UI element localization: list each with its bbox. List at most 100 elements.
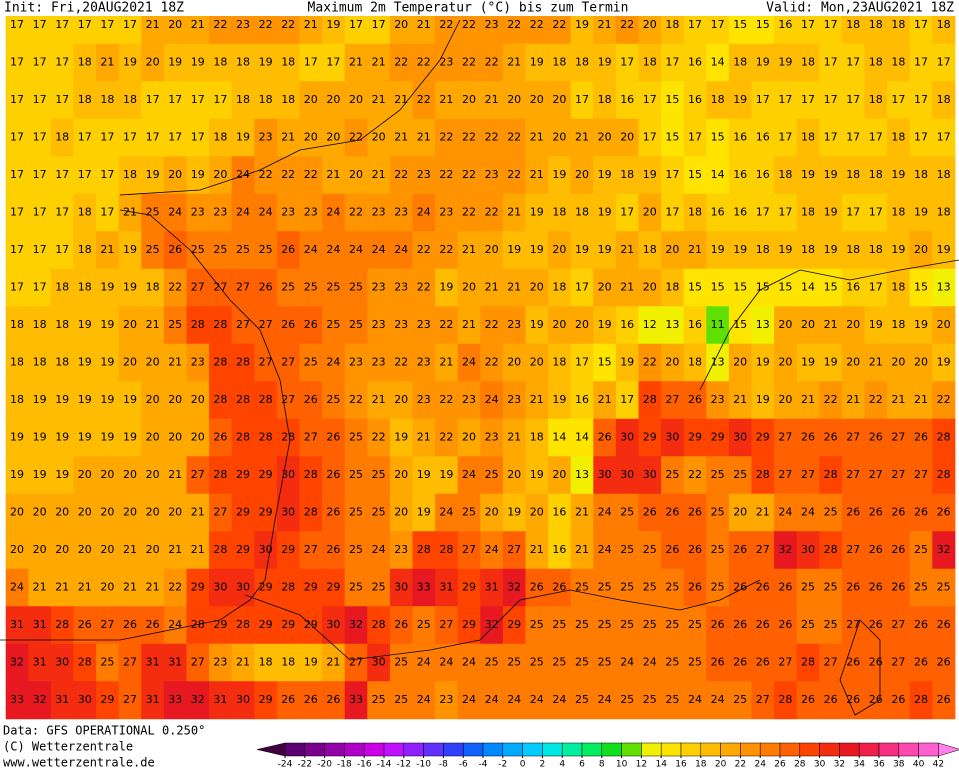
temp-cell (480, 531, 504, 570)
temp-value: 28 (417, 543, 431, 556)
temp-value: 20 (394, 18, 408, 31)
temp-cell (254, 306, 278, 345)
temp-value: 17 (801, 18, 815, 31)
temp-value: 21 (168, 468, 182, 481)
temp-cell (322, 418, 346, 457)
temp-cell (73, 268, 97, 307)
temp-value: 20 (304, 131, 318, 144)
temp-cell (73, 418, 97, 457)
temp-value: 27 (778, 468, 792, 481)
temp-cell (661, 381, 685, 420)
temp-cell (548, 231, 572, 270)
temp-value: 25 (552, 618, 566, 631)
temp-cell (344, 118, 368, 157)
temp-value: 22 (281, 18, 295, 31)
temp-value: 17 (146, 93, 160, 106)
temp-cell (638, 418, 662, 457)
temp-value: 17 (33, 243, 47, 256)
temp-value: 24 (643, 656, 657, 669)
temp-value: 22 (507, 18, 521, 31)
temp-cell (638, 306, 662, 345)
temp-value: 30 (372, 656, 386, 669)
colorbar-segment (799, 742, 820, 757)
temp-value: 19 (891, 168, 905, 181)
temp-cell (502, 306, 526, 345)
temp-value: 21 (123, 581, 137, 594)
temp-cell (661, 231, 685, 270)
temp-value: 20 (914, 243, 928, 256)
temp-value: 18 (891, 318, 905, 331)
temp-value: 21 (55, 581, 69, 594)
temp-value: 23 (485, 18, 499, 31)
temp-cell (186, 493, 210, 532)
temp-value: 17 (665, 206, 679, 219)
temp-cell (570, 231, 594, 270)
temp-value: 17 (643, 93, 657, 106)
temp-value: 25 (100, 656, 114, 669)
temp-cell (322, 381, 346, 420)
temp-cell (435, 193, 459, 232)
temp-value: 25 (824, 581, 838, 594)
temp-cell (932, 81, 956, 120)
temp-cell (706, 43, 730, 82)
temp-value: 18 (891, 18, 905, 31)
temp-cell (593, 531, 617, 570)
temp-cell (525, 568, 549, 607)
temp-value: 26 (756, 581, 770, 594)
temp-value: 27 (213, 506, 227, 519)
temp-value: 16 (688, 318, 702, 331)
colorbar-segment (423, 742, 444, 757)
temp-value: 13 (937, 281, 951, 294)
temp-value: 24 (439, 506, 453, 519)
temp-cell (231, 456, 255, 495)
temp-cell (209, 81, 233, 120)
temp-value: 20 (530, 93, 544, 106)
temp-cell (435, 306, 459, 345)
temp-value: 27 (236, 281, 250, 294)
colorbar-label: -12 (396, 760, 411, 770)
temp-cell (706, 606, 730, 645)
temp-value: 24 (394, 243, 408, 256)
temp-cell (502, 268, 526, 307)
temp-cell (819, 531, 843, 570)
temp-value: 15 (778, 281, 792, 294)
temp-cell (412, 118, 436, 157)
temp-value: 19 (100, 356, 114, 369)
temp-cell (209, 531, 233, 570)
temp-value: 28 (281, 431, 295, 444)
temp-value: 17 (846, 206, 860, 219)
temp-value: 19 (10, 468, 24, 481)
temp-cell (254, 681, 278, 720)
temp-cell (480, 343, 504, 382)
temp-value: 20 (55, 543, 69, 556)
temp-value: 17 (575, 356, 589, 369)
temp-value: 19 (100, 318, 114, 331)
temp-cell (593, 81, 617, 120)
temp-value: 22 (213, 18, 227, 31)
temp-value: 28 (213, 468, 227, 481)
temp-cell (728, 568, 752, 607)
temp-value: 20 (462, 281, 476, 294)
temp-cell (774, 118, 798, 157)
temp-value: 23 (439, 693, 453, 706)
temp-value: 18 (891, 131, 905, 144)
temp-cell (367, 456, 391, 495)
temp-cell (163, 343, 187, 382)
temp-value: 19 (439, 281, 453, 294)
temp-cell (141, 306, 165, 345)
temp-cell (548, 118, 572, 157)
temp-value: 18 (55, 131, 69, 144)
temp-cell (864, 681, 888, 720)
temp-value: 19 (801, 168, 815, 181)
temp-value: 17 (168, 93, 182, 106)
temp-value: 20 (100, 581, 114, 594)
temp-value: 16 (688, 93, 702, 106)
temp-cell (864, 643, 888, 682)
temp-cell (570, 381, 594, 420)
temp-value: 21 (100, 56, 114, 69)
temp-cell (615, 606, 639, 645)
temp-cell (570, 493, 594, 532)
temp-cell (480, 643, 504, 682)
temp-value: 26 (937, 656, 951, 669)
